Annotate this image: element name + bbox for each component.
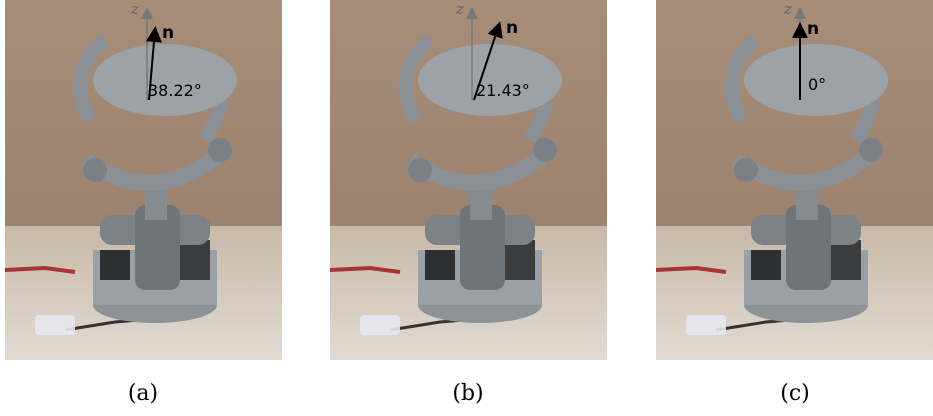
caption: (a) [128,381,158,406]
caption: (c) [780,381,810,406]
photo-a [5,0,282,360]
normal-label: n [162,23,174,43]
z-label: z [130,0,139,18]
caption: (b) [452,381,483,406]
photo-b [330,0,607,360]
normal-label: n [807,19,819,39]
angle-label: 21.43° [476,81,530,100]
figure: zn38.22°(a)zn21.43°(b)zn0°(c) [0,0,933,416]
z-label: z [783,0,792,18]
angle-label: 0° [808,75,826,94]
normal-label: n [506,18,518,38]
z-label: z [455,0,464,18]
photo-c [656,0,933,360]
angle-label: 38.22° [148,81,202,100]
